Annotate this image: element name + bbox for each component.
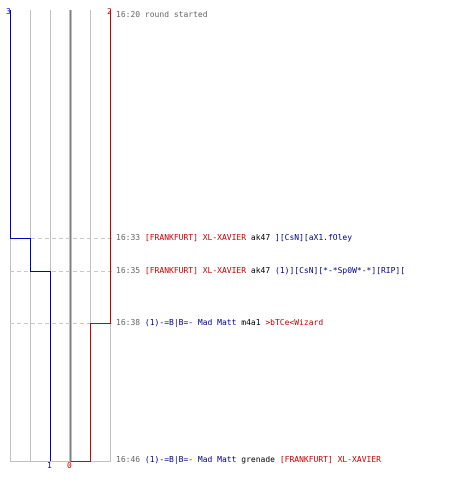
event-time: 16:33 (116, 233, 141, 242)
victim-name: ][CsN][aX1.fOley (275, 233, 353, 242)
event-kill: 16:38 (1)-=B|B=- Mad Matt m4a1 >bTCe<Wiz… (116, 318, 323, 328)
weapon-name: ak47 (250, 266, 271, 275)
event-kill: 16:35 [FRANKFURT] XL-XAVIER ak47 (1)][Cs… (116, 266, 405, 276)
weapon-name: m4a1 (241, 318, 261, 327)
victim-name: >bTCe<Wizard (265, 318, 324, 327)
event-time: 16:35 (116, 266, 141, 275)
red-start-score: 2 (107, 7, 112, 16)
event-time: 16:20 (116, 10, 141, 19)
victim-name: [FRANKFURT] XL-XAVIER (279, 455, 381, 464)
weapon-name: grenade (241, 455, 275, 464)
killer-name: (1)-=B|B=- Mad Matt (144, 318, 237, 327)
red-end-score: 0 (67, 461, 72, 470)
killer-name: (1)-=B|B=- Mad Matt (144, 455, 237, 464)
event-guides (10, 238, 112, 324)
event-message: round started (144, 10, 208, 19)
event-kill: 16:33 [FRANKFURT] XL-XAVIER ak47 ][CsN][… (116, 233, 352, 243)
victim-name: (1)][CsN][*-*Sp0W*-*][RIP][ (275, 266, 406, 275)
blue-end-score: 1 (47, 461, 52, 470)
weapon-name: ak47 (250, 233, 271, 242)
event-kill: 16:46 (1)-=B|B=- Mad Matt grenade [FRANK… (116, 455, 381, 465)
event-time: 16:46 (116, 455, 141, 464)
blue-team-line (10, 10, 51, 461)
grid-lines (10, 10, 111, 461)
event-round-start: 16:20 round started (116, 10, 208, 20)
killer-name: [FRANKFURT] XL-XAVIER (144, 233, 247, 242)
killer-name: [FRANKFURT] XL-XAVIER (144, 266, 247, 275)
event-time: 16:38 (116, 318, 141, 327)
blue-start-score: 3 (6, 7, 11, 16)
red-team-line (70, 10, 111, 462)
